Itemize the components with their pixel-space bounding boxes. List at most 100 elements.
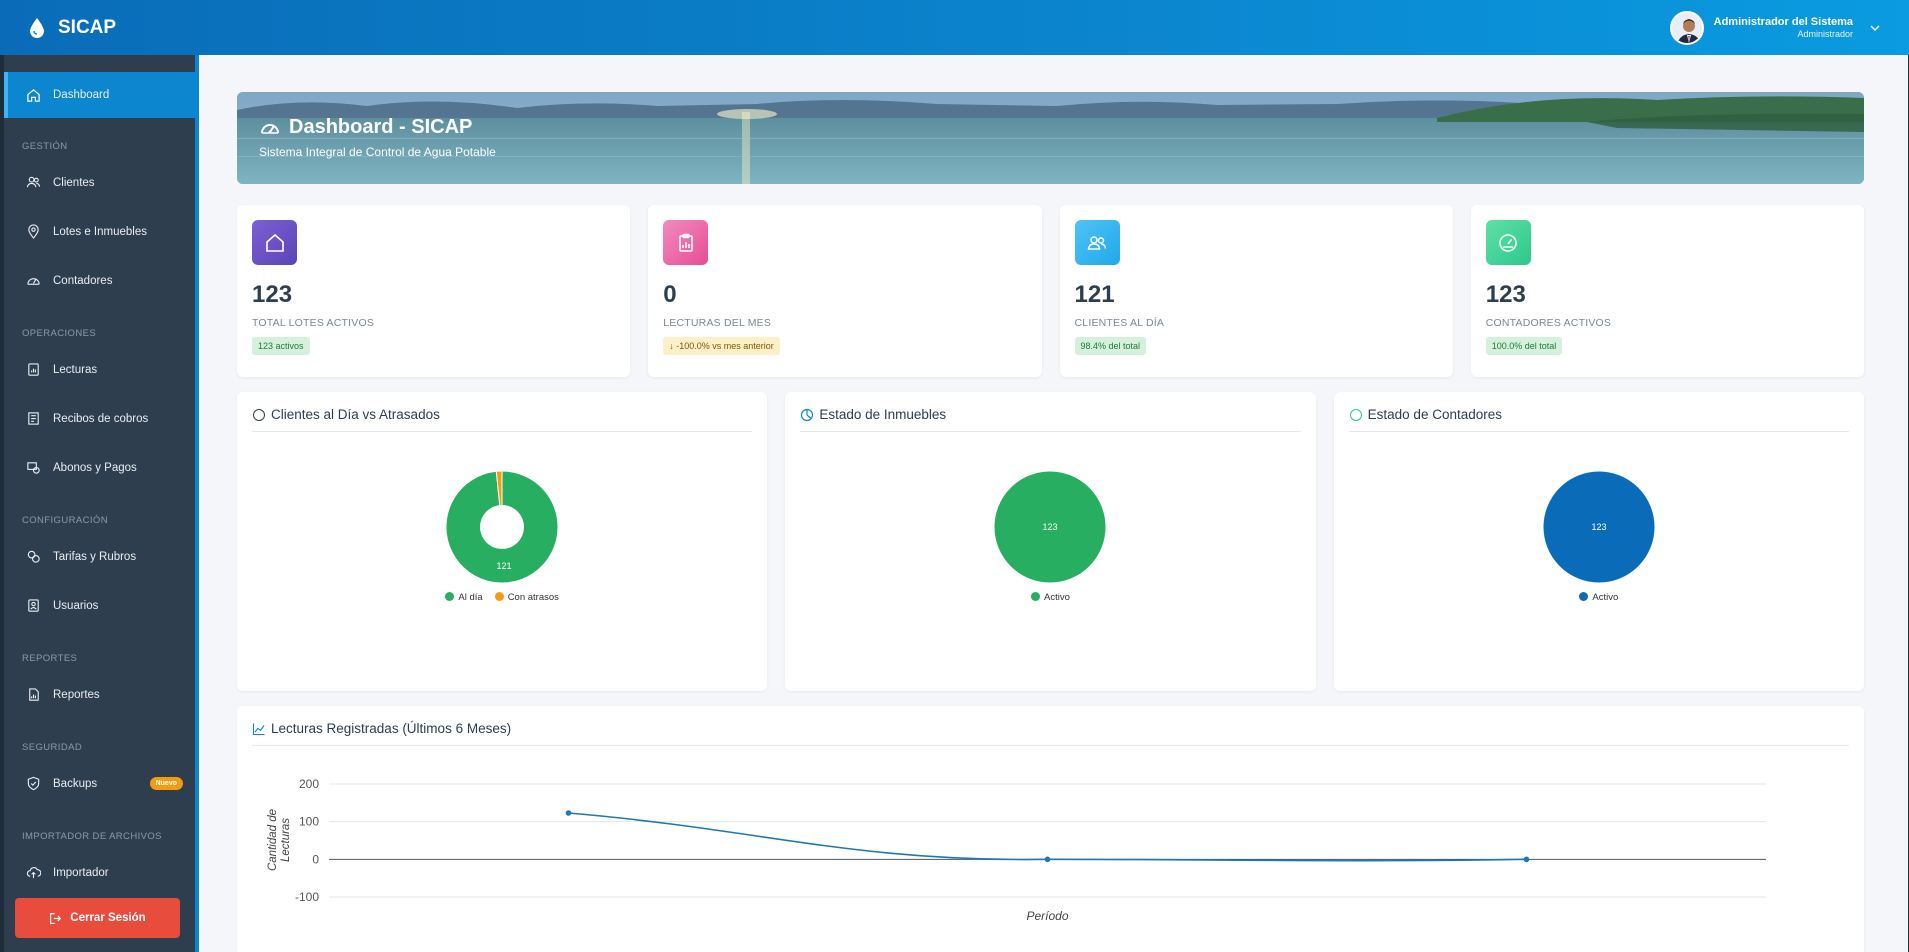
sidebar-item-contadores[interactable]: Contadores: [4, 256, 195, 305]
sidebar-item-clientes[interactable]: Clientes: [4, 158, 195, 207]
shield-icon: [27, 776, 40, 791]
logout-icon: [50, 912, 62, 924]
logout-button[interactable]: Cerrar Sesión: [15, 898, 180, 938]
section-operaciones: OPERACIONES: [22, 328, 97, 339]
section-seguridad: SEGURIDAD: [22, 742, 83, 753]
line-chart-icon: [252, 723, 265, 735]
sidebar-item-lecturas[interactable]: Lecturas: [4, 345, 195, 394]
panel-title: Lecturas Registradas (Últimos 6 Meses): [252, 721, 1849, 746]
sidebar-item-abonos[interactable]: Abonos y Pagos: [4, 443, 195, 492]
data-point: [565, 810, 572, 816]
stat-label: LECTURAS DEL MES: [663, 317, 772, 329]
inmuebles-pie-chart: 123: [993, 470, 1107, 584]
chart-legend: Activo: [785, 592, 1315, 603]
report-icon: [29, 688, 39, 701]
pie-chart-icon: [801, 408, 814, 421]
y-tick-label: 100: [299, 815, 319, 829]
user-name: Administrador del Sistema: [1713, 15, 1853, 28]
stat-badge: ↓ -100.0% vs mes anterior: [663, 337, 780, 355]
section-configuracion: CONFIGURACIÓN: [22, 515, 108, 526]
sidebar-item-lotes[interactable]: Lotes e Inmuebles: [4, 207, 195, 256]
main-content: Dashboard - SICAP Sistema Integral de Co…: [199, 55, 1908, 952]
panel-lecturas: Lecturas Registradas (Últimos 6 Meses) 2…: [237, 706, 1864, 952]
page-subtitle: Sistema Integral de Control de Agua Pota…: [259, 145, 496, 159]
sidebar-edge: [195, 55, 199, 952]
pie-data-label: 123: [1043, 522, 1058, 532]
sidebar-item-tarifas[interactable]: Tarifas y Rubros: [4, 532, 195, 581]
panel-inmuebles: Estado de Inmuebles 123 Activo: [785, 392, 1316, 691]
legend-item[interactable]: Con atrasos: [494, 592, 559, 603]
legend-label: Activo: [1592, 592, 1619, 603]
legend-item[interactable]: Activo: [1031, 592, 1070, 603]
y-tick-label: -100: [295, 890, 319, 904]
stat-value: 121: [1074, 281, 1115, 308]
pie-data-label: 121: [497, 561, 512, 571]
speedometer-icon: [261, 123, 279, 134]
panel-contadores: Estado de Contadores 123 Activo: [1333, 392, 1864, 691]
sidebar-item-label: Lecturas: [53, 363, 98, 376]
stat-badge: 123 activos: [252, 337, 310, 355]
user-menu[interactable]: Administrador del Sistema Administrador: [1669, 10, 1881, 45]
brand[interactable]: SICAP: [28, 17, 116, 39]
y-axis-label-line: Cantidad de: [267, 809, 279, 871]
pie-slice: [1542, 470, 1656, 584]
hero-banner: Dashboard - SICAP Sistema Integral de Co…: [237, 92, 1864, 184]
stat-card-lotes: 123 TOTAL LOTES ACTIVOS 123 activos: [237, 205, 631, 377]
section-gestion: GESTIÓN: [22, 141, 68, 152]
panel-title-text: Estado de Inmuebles: [819, 407, 947, 422]
receipt-icon: [28, 412, 39, 425]
lecturas-line-chart: 200 100 0 -100 Período Cantidad deLecturas: [267, 777, 1766, 923]
sidebar-item-backups[interactable]: Backups Nuevo: [4, 759, 195, 808]
gauge-icon: [27, 278, 40, 285]
stat-value: 123: [252, 281, 293, 308]
sidebar-item-label: Importador: [53, 866, 109, 879]
sidebar-item-label: Contadores: [53, 274, 113, 287]
cloud-upload-icon: [26, 867, 41, 879]
home-icon: [27, 88, 40, 102]
sidebar-item-label: Tarifas y Rubros: [53, 550, 137, 563]
user-badge-icon: [28, 599, 39, 612]
stat-label: CONTADORES ACTIVOS: [1485, 317, 1612, 329]
data-point: [1523, 856, 1530, 863]
panel-title: Estado de Contadores: [1348, 407, 1849, 432]
sidebar-item-recibos[interactable]: Recibos de cobros: [4, 394, 195, 443]
gauge-icon: [1485, 220, 1531, 265]
stat-card-clientes: 121 CLIENTES AL DÍA 98.4% del total: [1059, 205, 1453, 377]
legend-label: Activo: [1044, 592, 1070, 603]
legend-item[interactable]: Al día: [445, 592, 483, 603]
sidebar-item-label: Recibos de cobros: [53, 412, 149, 425]
sidebar-item-dashboard[interactable]: Dashboard: [4, 72, 195, 118]
legend-item[interactable]: Activo: [1579, 592, 1618, 603]
lake-landscape-image: [237, 92, 1864, 184]
data-point: [1044, 856, 1051, 863]
sidebar-item-label: Abonos y Pagos: [53, 461, 137, 474]
stat-cards: 123 TOTAL LOTES ACTIVOS 123 activos 0 LE…: [237, 205, 1864, 377]
section-reportes: REPORTES: [22, 653, 78, 664]
stat-card-contadores: 123 CONTADORES ACTIVOS 100.0% del total: [1470, 205, 1864, 377]
pie-slice: [993, 470, 1107, 584]
clientes-doughnut-chart: 121: [445, 470, 559, 584]
circle-icon: [253, 408, 265, 421]
x-axis-label: Período: [1026, 909, 1068, 923]
panel-title-text: Clientes al Día vs Atrasados: [271, 407, 440, 422]
sidebar-item-importador[interactable]: Importador: [4, 848, 195, 897]
top-bar: SICAP Administrador del Sistema Administ…: [0, 0, 1909, 55]
sidebar-item-label: Lotes e Inmuebles: [53, 225, 147, 238]
doughnut-hole: [480, 505, 525, 549]
sidebar-item-label: Dashboard: [53, 89, 110, 101]
y-tick-label: 0: [312, 852, 319, 866]
stat-badge: 98.4% del total: [1074, 337, 1147, 355]
new-badge: Nuevo: [149, 777, 183, 790]
sidebar-item-usuarios[interactable]: Usuarios: [4, 581, 195, 630]
stat-label: TOTAL LOTES ACTIVOS: [252, 317, 375, 329]
users-icon: [26, 176, 41, 188]
legend-swatch: [1579, 592, 1589, 601]
panel-title: Clientes al Día vs Atrasados: [252, 407, 753, 432]
sidebar-item-label: Reportes: [53, 688, 100, 701]
chevron-down-icon[interactable]: [1869, 22, 1881, 34]
panel-title-text: Estado de Contadores: [1367, 407, 1502, 422]
sidebar-item-reportes[interactable]: Reportes: [4, 670, 195, 719]
chart-legend: Activo: [1334, 592, 1864, 603]
avatar: [1669, 10, 1704, 45]
page-title-text: Dashboard - SICAP: [289, 116, 473, 138]
